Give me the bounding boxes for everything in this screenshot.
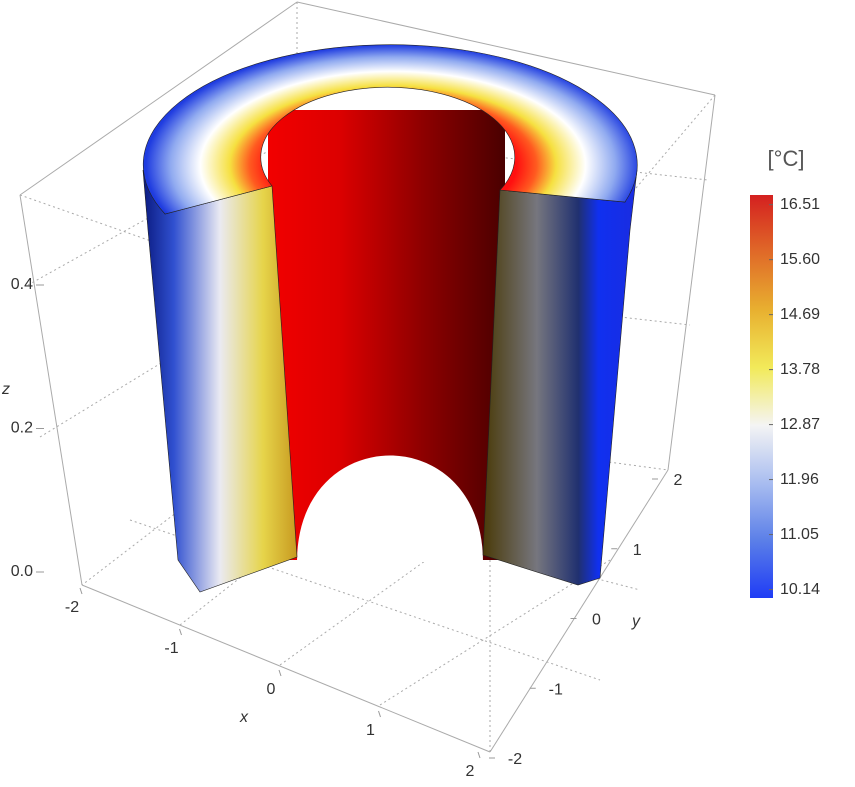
x-tick-label: 2	[466, 763, 475, 780]
y-tick-label: -2	[508, 751, 522, 768]
legend-title: [°C]	[768, 146, 805, 171]
temperature-surface	[142, 44, 638, 593]
left-cut-face	[142, 169, 298, 593]
z-tick-label: 0.2	[11, 420, 33, 437]
z-tick-label: 0.4	[11, 276, 33, 293]
x-tick	[278, 669, 282, 677]
colorbar-tick-label: 11.96	[780, 471, 819, 488]
colorbar-tick-label: 14.69	[780, 306, 820, 323]
colorbar-tick-label: 10.14	[780, 581, 820, 598]
inner-opening	[297, 455, 483, 562]
x-tick-label: 1	[366, 722, 375, 739]
y-tick-label: 0	[592, 612, 601, 629]
x-tick-label: -1	[164, 640, 178, 657]
x-tick	[378, 710, 381, 718]
x-tick-label: 0	[267, 681, 276, 698]
z-tick-label: 0.0	[11, 563, 33, 580]
colorbar-tick-label: 15.60	[780, 251, 820, 268]
right-cut-face	[482, 169, 638, 586]
colorbar-tick-label: 12.87	[780, 416, 820, 433]
colorbar	[750, 195, 773, 598]
y-tick-label: 1	[633, 542, 642, 559]
colorbar-tick-label: 13.78	[780, 361, 820, 378]
y-axis-label: y	[631, 613, 641, 630]
x-tick	[179, 628, 182, 636]
colorbar-tick-label: 11.05	[780, 526, 819, 543]
x-tick	[79, 587, 83, 595]
x-tick-label: -2	[65, 599, 79, 616]
y-tick-label: 2	[674, 472, 683, 489]
z-axis-label: z	[1, 381, 10, 398]
x-axis-label: x	[239, 709, 249, 726]
y-tick-label: -1	[549, 681, 563, 698]
colorbar-tick-label: 16.51	[780, 196, 820, 213]
top-annulus	[142, 44, 638, 215]
x-tick	[477, 751, 481, 759]
